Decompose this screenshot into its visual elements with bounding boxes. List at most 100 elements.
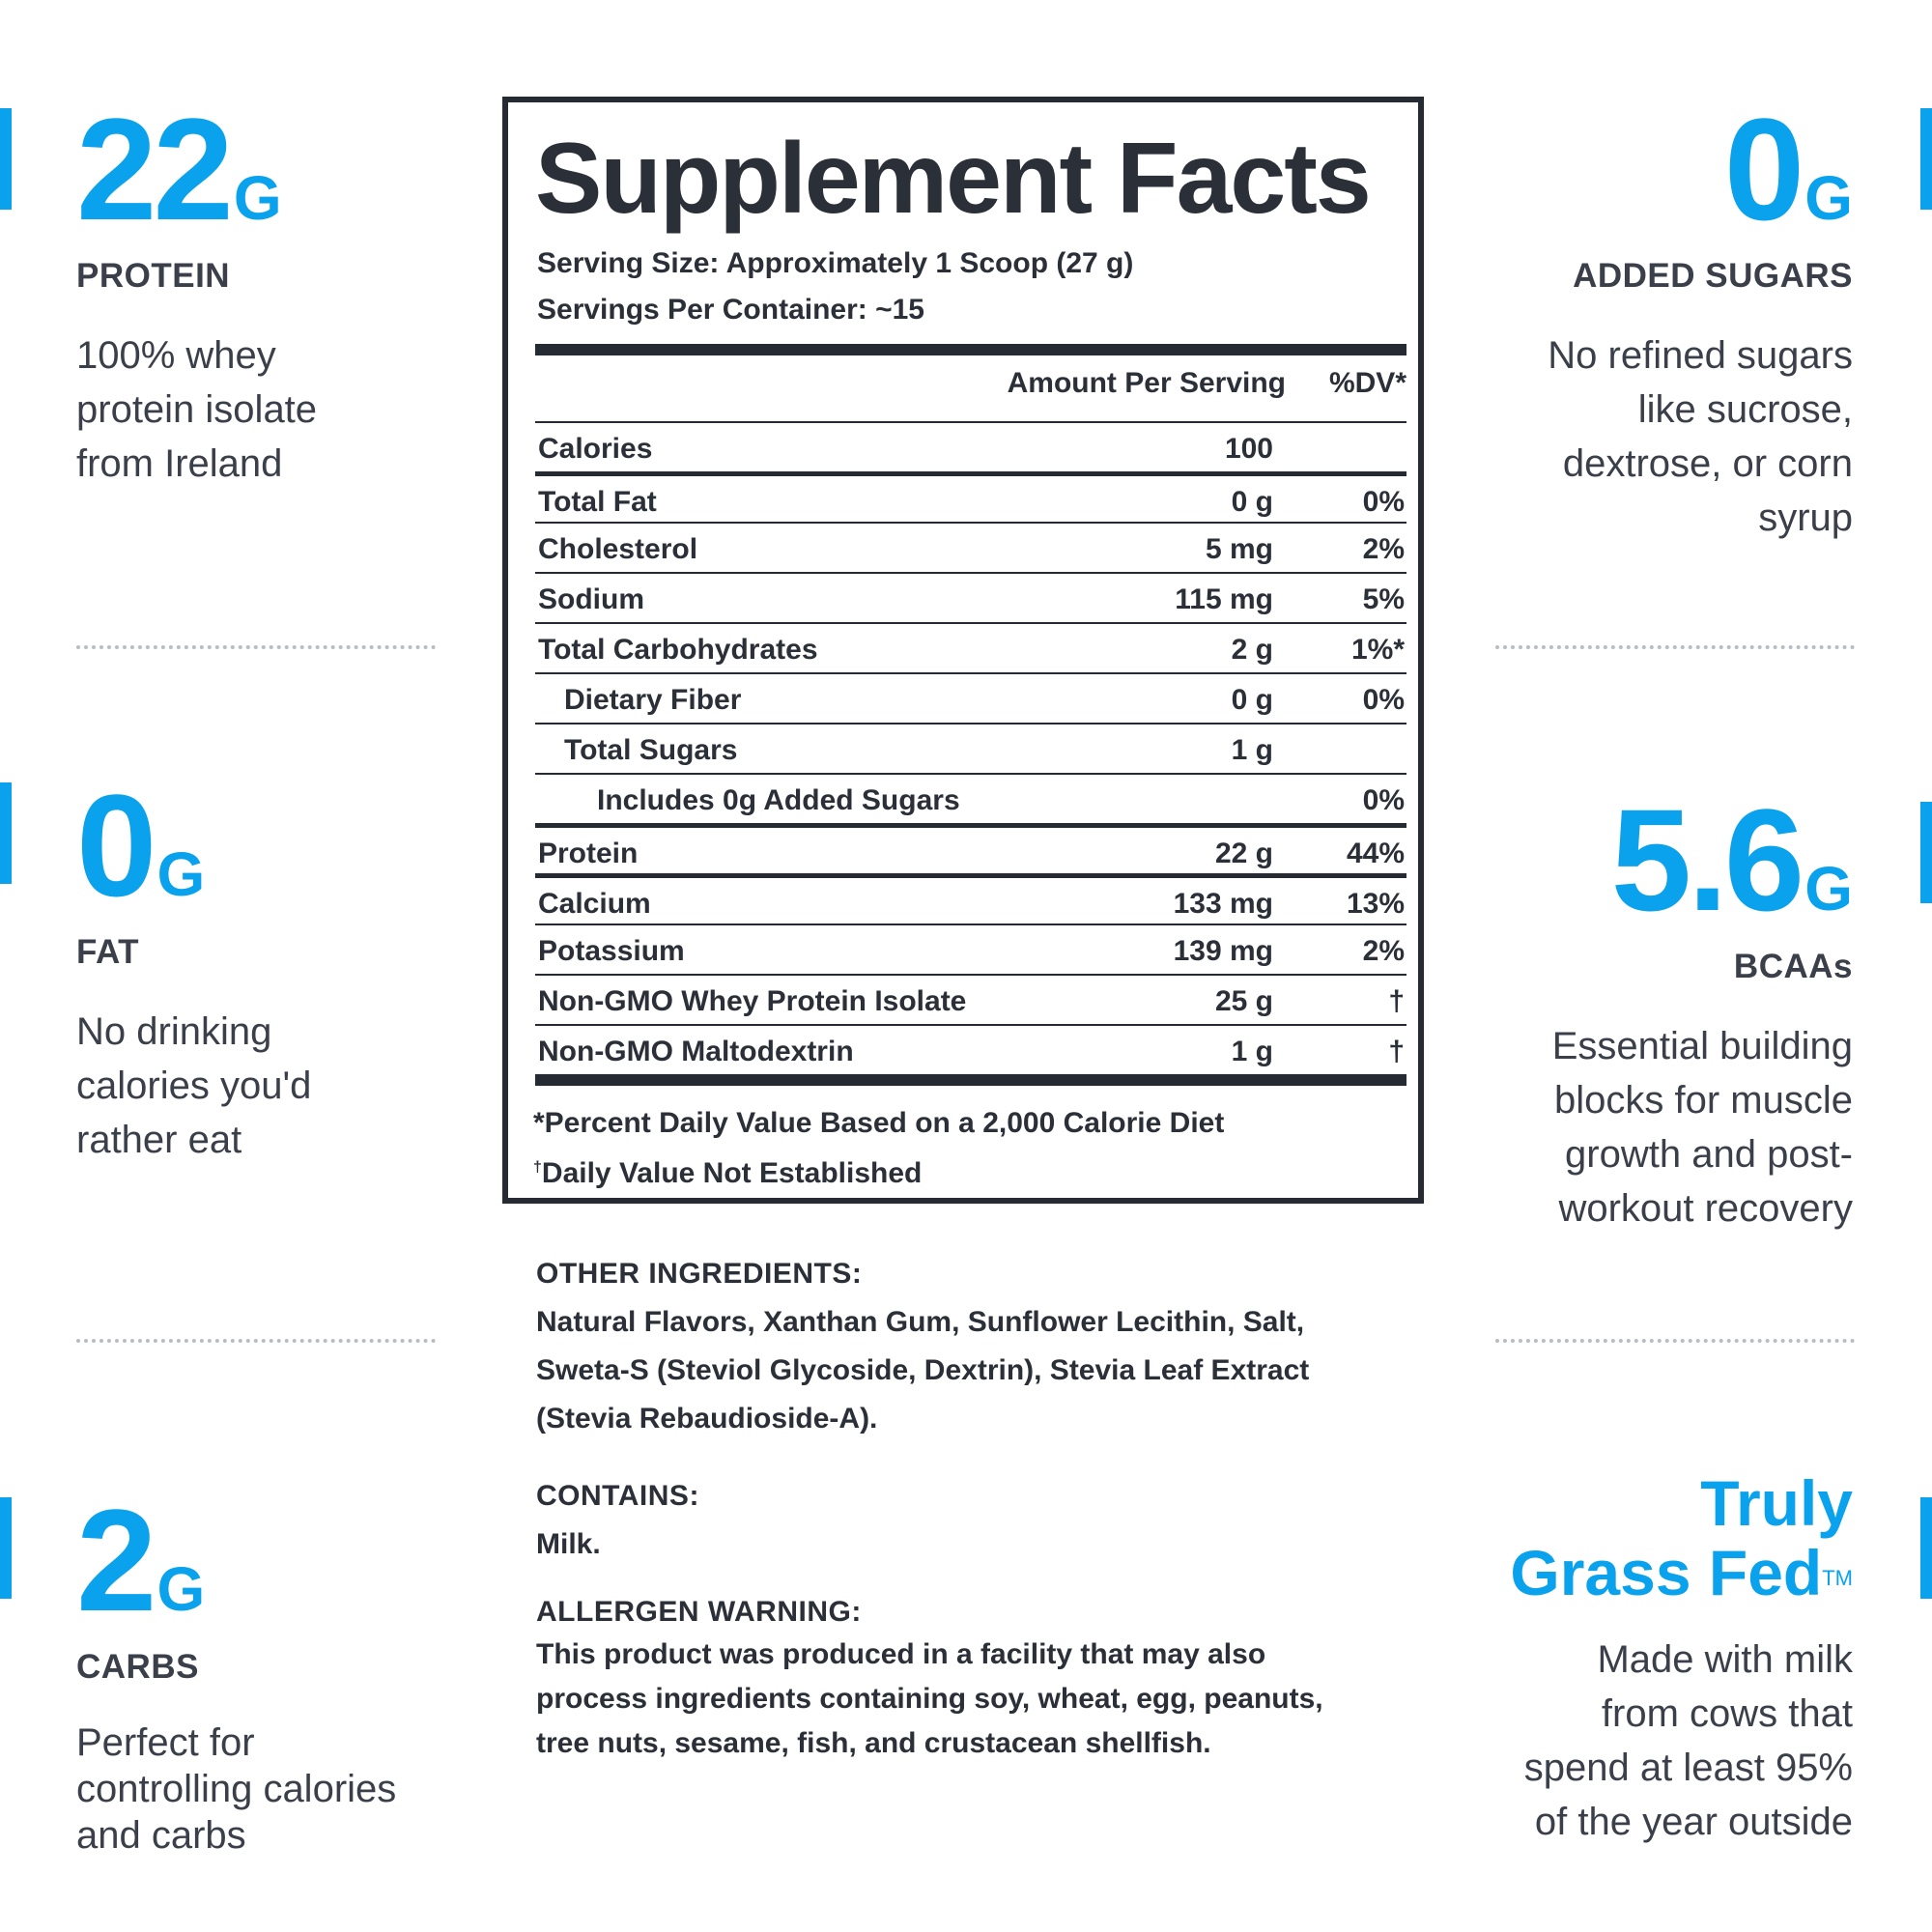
stat-bcaas-desc: Essential building blocks for muscle gro… <box>1551 1025 1853 1230</box>
stat-protein-desc: 100% whey protein isolate from Ireland <box>76 334 318 485</box>
allergen-text: This product was produced in a facility … <box>536 1638 1323 1759</box>
nutrient-dv: 13% <box>1346 888 1405 920</box>
dv-header: %DV* <box>1328 367 1406 399</box>
contains-section: CONTAINS: Milk. <box>536 1480 1406 1569</box>
stat-fat: 0G FAT No drinking calories you'd rather… <box>76 773 482 1167</box>
nutrient-name: Includes 0g Added Sugars <box>597 784 960 816</box>
trademark-mark: TM <box>1822 1566 1853 1590</box>
supplement-facts-panel: Supplement Facts Serving Size: Approxima… <box>502 97 1424 1204</box>
accent-bar-grass-fed <box>1920 1497 1932 1599</box>
stat-added-sugars: 0G ADDED SUGARS No refined sugars like s… <box>1430 97 1853 545</box>
facts-row: Non-GMO Whey Protein Isolate 25 g † <box>535 974 1406 1024</box>
facts-row: Calories 100 <box>535 421 1406 471</box>
facts-row: Calcium 133 mg 13% <box>535 873 1406 923</box>
stat-added-sugars-label: ADDED SUGARS <box>1573 257 1853 295</box>
divider-dots <box>1495 645 1855 649</box>
nutrient-name: Non-GMO Whey Protein Isolate <box>538 985 967 1017</box>
stat-carbs-label: CARBS <box>76 1648 199 1686</box>
facts-row: Includes 0g Added Sugars 0% <box>535 773 1406 823</box>
footnote-dv: *Percent Daily Value Based on a 2,000 Ca… <box>533 1107 1225 1139</box>
nutrient-amount: 115 mg <box>1175 583 1273 615</box>
serving-size: Serving Size: Approximately 1 Scoop (27 … <box>537 247 1134 279</box>
facts-row: Non-GMO Maltodextrin 1 g † <box>535 1024 1406 1074</box>
nutrient-name: Potassium <box>538 935 685 967</box>
nutrient-amount: 2 g <box>1231 634 1273 666</box>
stat-added-sugars-desc: No refined sugars like sucrose, dextrose… <box>1548 334 1853 539</box>
facts-row: Total Fat 0 g 0% <box>535 471 1406 522</box>
panel-title: Supplement Facts <box>535 123 1372 235</box>
divider-dots <box>76 645 436 649</box>
nutrient-dv: 0% <box>1362 486 1405 518</box>
facts-row: Total Carbohydrates 2 g 1%* <box>535 622 1406 672</box>
stat-carbs: 2G CARBS Perfect for controlling calorie… <box>76 1488 482 1859</box>
stat-carbs-value: 2G <box>76 1479 206 1641</box>
nutrient-dv: 0% <box>1362 684 1405 716</box>
nutrient-amount: 1 g <box>1231 1036 1273 1067</box>
stat-fat-label: FAT <box>76 933 140 971</box>
nutrient-name: Sodium <box>538 583 644 615</box>
nutrient-amount: 5 mg <box>1205 533 1273 565</box>
accent-bar-bcaas <box>1920 802 1932 903</box>
nutrient-amount: 0 g <box>1231 684 1273 716</box>
other-ingredients-section: OTHER INGREDIENTS: Natural Flavors, Xant… <box>536 1258 1406 1443</box>
grass-fed-title: Truly Grass FedTM <box>1510 1467 1853 1608</box>
stat-carbs-desc: Perfect for controlling calories and car… <box>76 1721 397 1857</box>
stat-added-sugars-value: 0G <box>1723 88 1853 250</box>
nutrient-dv: † <box>1388 985 1405 1017</box>
amount-per-serving-header: Amount Per Serving <box>1007 367 1286 399</box>
accent-bar-fat <box>0 782 12 884</box>
nutrient-name: Dietary Fiber <box>564 684 742 716</box>
stat-protein-value: 22G <box>76 88 282 250</box>
nutrient-amount: 22 g <box>1214 838 1273 869</box>
nutrient-dv: 0% <box>1362 784 1405 816</box>
accent-bar-protein <box>0 108 12 210</box>
nutrient-name: Total Carbohydrates <box>538 634 818 666</box>
facts-row: Protein 22 g 44% <box>535 823 1406 873</box>
nutrient-name: Cholesterol <box>538 533 698 565</box>
nutrient-dv: 5% <box>1362 583 1405 615</box>
stat-bcaas-label: BCAAs <box>1733 948 1853 985</box>
nutrient-name: Protein <box>538 838 639 869</box>
facts-row: Potassium 139 mg 2% <box>535 923 1406 974</box>
accent-bar-carbs <box>0 1497 12 1599</box>
nutrient-name: Non-GMO Maltodextrin <box>538 1036 854 1067</box>
grass-fed-desc: Made with milk from cows that spend at l… <box>1523 1638 1853 1843</box>
accent-bar-added-sugars <box>1920 108 1932 210</box>
other-ingredients-heading: OTHER INGREDIENTS: <box>536 1258 863 1290</box>
nutrient-name: Total Fat <box>538 486 657 518</box>
stat-bcaas-value: 5.6G <box>1610 779 1853 941</box>
nutrient-dv: 44% <box>1346 838 1405 869</box>
nutrient-amount: 133 mg <box>1173 888 1273 920</box>
nutrient-dv: 1%* <box>1350 634 1405 666</box>
stat-bcaas: 5.6G BCAAs Essential building blocks for… <box>1430 787 1853 1236</box>
nutrient-amount: 100 <box>1224 433 1273 465</box>
facts-row: Dietary Fiber 0 g 0% <box>535 672 1406 723</box>
facts-row: Total Sugars 1 g <box>535 723 1406 773</box>
allergen-section: ALLERGEN WARNING: This product was produ… <box>536 1596 1406 1766</box>
nutrient-dv: 2% <box>1362 935 1405 967</box>
contains-heading: CONTAINS: <box>536 1480 699 1512</box>
servings-per-container: Servings Per Container: ~15 <box>537 294 924 326</box>
thick-rule <box>535 1074 1406 1086</box>
stat-fat-value: 0G <box>76 764 206 926</box>
nutrient-dv: † <box>1388 1036 1405 1067</box>
nutrient-name: Total Sugars <box>564 734 738 766</box>
facts-row: Cholesterol 5 mg 2% <box>535 522 1406 572</box>
nutrient-amount: 1 g <box>1231 734 1273 766</box>
divider-dots <box>76 1339 436 1343</box>
divider-dots <box>1495 1339 1855 1343</box>
nutrient-amount: 25 g <box>1214 985 1273 1017</box>
grass-fed-block: Truly Grass FedTM Made with milk from co… <box>1430 1468 1853 1849</box>
footnote-not-established: †Daily Value Not Established <box>533 1157 923 1189</box>
nutrient-amount: 139 mg <box>1173 935 1273 967</box>
nutrient-name: Calories <box>538 433 653 465</box>
nutrient-dv: 2% <box>1362 533 1405 565</box>
facts-row: Sodium 115 mg 5% <box>535 572 1406 622</box>
other-ingredients-text: Natural Flavors, Xanthan Gum, Sunflower … <box>536 1306 1310 1435</box>
facts-rows: Calories 100 Total Fat 0 g 0% Cholesterol 5 mg… <box>535 421 1406 1074</box>
contains-text: Milk. <box>536 1528 601 1560</box>
nutrient-amount: 0 g <box>1231 486 1273 518</box>
nutrient-name: Calcium <box>538 888 651 920</box>
stat-protein-label: PROTEIN <box>76 257 231 295</box>
facts-header-row: Amount Per Serving %DV* <box>535 363 1406 406</box>
